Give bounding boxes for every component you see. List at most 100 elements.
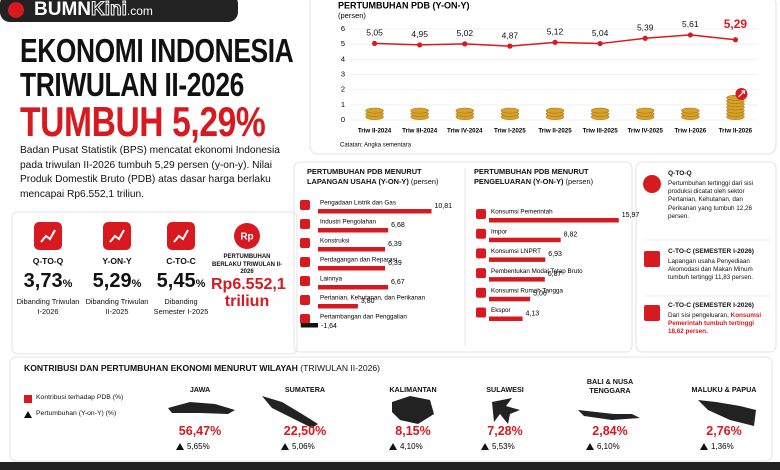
maps bbox=[168, 396, 756, 428]
region-growth: 5,65% bbox=[187, 442, 210, 451]
line-panel bbox=[309, 0, 777, 155]
row-icon bbox=[476, 228, 486, 239]
highlight-text: Pertumbuhan tertinggi dari sisi produksi… bbox=[668, 180, 754, 220]
y-tick-label: 0 bbox=[341, 115, 345, 124]
logo-main: BUMN bbox=[34, 0, 91, 20]
kpi-label: C-TO-C bbox=[166, 256, 196, 266]
kpi-value: 5,29 bbox=[92, 270, 132, 292]
highlight-icon bbox=[643, 175, 661, 193]
point bbox=[687, 32, 693, 38]
value-label: 5,02 bbox=[457, 28, 474, 38]
category-label: Pembentukan Modal Tetap Bruto bbox=[491, 268, 583, 275]
bar bbox=[318, 285, 389, 290]
row-icon bbox=[300, 257, 310, 267]
highlight-icon bbox=[644, 251, 660, 267]
bar bbox=[489, 257, 546, 262]
category-label: Industri Pengolahan bbox=[320, 219, 377, 226]
category-label: Konstruksi bbox=[320, 238, 349, 245]
value-label: 8,82 bbox=[564, 232, 578, 239]
chart-title-text: PERTUMBUHAN PDB MENURUT PENGELUARAN (Y-O… bbox=[474, 167, 589, 186]
arrow-icon bbox=[738, 90, 746, 98]
bar bbox=[318, 266, 386, 271]
category-label: Lainnya bbox=[320, 276, 343, 283]
region-contribution: 56,47% bbox=[178, 424, 222, 438]
bar bbox=[489, 316, 523, 321]
value-label: -1,64 bbox=[321, 323, 337, 330]
value-label: 6,93 bbox=[548, 251, 562, 258]
x-tick-label: Triw II-2025 bbox=[538, 128, 572, 135]
kpi-note: Dibanding Triwulan II-2025 bbox=[85, 297, 149, 316]
region-growth: 5,53% bbox=[492, 442, 515, 451]
kpi-icon bbox=[34, 222, 62, 250]
value-label: 10,81 bbox=[435, 203, 453, 210]
regional-panel bbox=[9, 356, 773, 462]
region-contribution: 22,50% bbox=[283, 424, 327, 438]
region-name: BALI & NUSA TENGGARA bbox=[586, 377, 634, 395]
coin bbox=[635, 107, 655, 114]
x-tick-label: Triw III-2025 bbox=[583, 128, 619, 135]
category-label: Pengadaan Listrik dan Gas bbox=[320, 200, 396, 207]
point bbox=[732, 37, 739, 43]
row-icon bbox=[300, 238, 310, 248]
kpi-icon bbox=[103, 222, 131, 250]
point bbox=[417, 42, 423, 48]
bar bbox=[318, 247, 386, 252]
bar bbox=[489, 218, 619, 223]
chart-unit: (persen) bbox=[410, 177, 439, 186]
category-label: Konsumsi Rumah Tangga bbox=[491, 287, 563, 294]
value-label: 15,97 bbox=[622, 212, 640, 219]
category-label: Pertanian, Kehutanan, dan Perikanan bbox=[320, 295, 426, 302]
regional-title-text: KONTRIBUSI DAN PERTUMBUHAN EKONOMI MENUR… bbox=[24, 363, 298, 373]
value-label: 5,05 bbox=[366, 28, 383, 38]
y-tick-label: 2 bbox=[341, 85, 345, 94]
kpi-unit: % bbox=[62, 278, 73, 290]
row-icon bbox=[300, 295, 310, 305]
y-tick-label: 5 bbox=[341, 39, 345, 48]
value-label: 5,29 bbox=[724, 17, 748, 31]
category-label: Konsumsi Pemerintah bbox=[491, 209, 553, 216]
region-contribution: 7,28% bbox=[487, 424, 523, 438]
highlight-body: Pertumbuhan tertinggi dari sisi produksi… bbox=[668, 180, 768, 221]
map-kalimantan bbox=[392, 396, 434, 424]
bar bbox=[318, 228, 389, 233]
row-icon bbox=[476, 287, 486, 298]
growth-triangle bbox=[586, 443, 594, 450]
region-name: JAWA bbox=[189, 385, 211, 394]
kpi-label: Q-TO-Q bbox=[32, 256, 64, 266]
logo-bar bbox=[0, 0, 238, 22]
region-growth: 4,10% bbox=[400, 442, 423, 451]
y-tick-label: 4 bbox=[341, 54, 345, 63]
value-label: 5,04 bbox=[592, 28, 609, 38]
value-label: 6,68 bbox=[391, 222, 405, 229]
row-icon bbox=[476, 248, 486, 259]
coin bbox=[681, 107, 700, 114]
kpi-icon-glyph bbox=[173, 229, 189, 243]
growth-triangle bbox=[176, 443, 184, 450]
category-label: Perdagangan dan Reparasi bbox=[320, 257, 397, 264]
kpi-icon bbox=[167, 222, 195, 250]
chart-title: PERTUMBUHAN PDB MENURUT LAPANGAN USAHA (… bbox=[307, 167, 462, 187]
bars-panel bbox=[293, 161, 633, 353]
row-icon bbox=[476, 307, 486, 318]
bar bbox=[489, 237, 561, 243]
map-jawa bbox=[168, 402, 235, 414]
point bbox=[371, 40, 378, 47]
kpi-note: Dibanding Triwulan I-2026 bbox=[16, 297, 80, 316]
kpi-value: 3,73 bbox=[23, 270, 63, 292]
kpi-icon-glyph bbox=[40, 229, 56, 243]
logo-accent: Kini bbox=[91, 0, 128, 20]
row-icon bbox=[476, 209, 486, 219]
x-tick-label: Triw IV-2024 bbox=[447, 128, 483, 135]
kpi-note: Dibanding Semester I-2025 bbox=[153, 297, 209, 316]
value-label: 3,80 bbox=[361, 298, 375, 305]
coin bbox=[500, 107, 520, 114]
headline: TUMBUH 5,29% bbox=[20, 98, 266, 145]
y-tick-label: 3 bbox=[341, 69, 345, 78]
highlight-label: Q-TO-Q bbox=[668, 170, 692, 177]
region-name: MALUKU & PAPUA bbox=[691, 385, 757, 394]
growth-triangle bbox=[281, 443, 289, 450]
x-tick-label: Triw II-2026 bbox=[719, 128, 753, 135]
coin-stack bbox=[726, 88, 748, 120]
value-label: 4,87 bbox=[502, 30, 519, 40]
